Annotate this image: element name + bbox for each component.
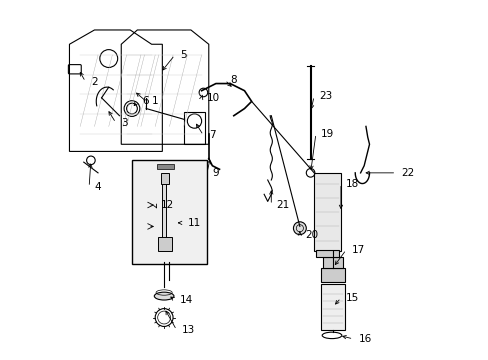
Text: 18: 18 xyxy=(346,179,359,189)
Ellipse shape xyxy=(154,292,174,300)
Text: 12: 12 xyxy=(160,200,173,210)
Text: 23: 23 xyxy=(319,91,332,101)
Text: 7: 7 xyxy=(208,130,215,140)
Circle shape xyxy=(293,222,305,235)
Bar xyxy=(321,267,344,282)
Text: 13: 13 xyxy=(182,325,195,335)
Text: 2: 2 xyxy=(91,77,97,87)
Text: 14: 14 xyxy=(180,295,193,305)
Bar xyxy=(160,173,169,184)
Bar xyxy=(321,284,344,330)
FancyBboxPatch shape xyxy=(132,160,206,264)
Text: 19: 19 xyxy=(321,129,334,139)
Bar xyxy=(183,112,205,144)
Text: 17: 17 xyxy=(351,245,364,255)
Text: 22: 22 xyxy=(401,168,414,178)
Text: 11: 11 xyxy=(187,218,200,228)
Bar xyxy=(313,173,340,251)
Text: 1: 1 xyxy=(151,96,158,107)
Text: 3: 3 xyxy=(121,118,128,128)
Text: 6: 6 xyxy=(142,96,149,107)
Text: 5: 5 xyxy=(180,50,186,60)
Text: 16: 16 xyxy=(358,334,371,344)
Text: 21: 21 xyxy=(276,200,289,210)
Text: 10: 10 xyxy=(206,93,220,103)
Bar xyxy=(157,164,174,169)
Text: 4: 4 xyxy=(94,182,101,192)
Text: 9: 9 xyxy=(212,168,219,178)
Text: 20: 20 xyxy=(305,230,318,240)
Bar xyxy=(323,257,342,267)
Polygon shape xyxy=(162,180,165,241)
Text: 8: 8 xyxy=(230,75,236,85)
Bar xyxy=(315,249,339,257)
Bar xyxy=(158,237,172,251)
Text: 15: 15 xyxy=(346,293,359,303)
